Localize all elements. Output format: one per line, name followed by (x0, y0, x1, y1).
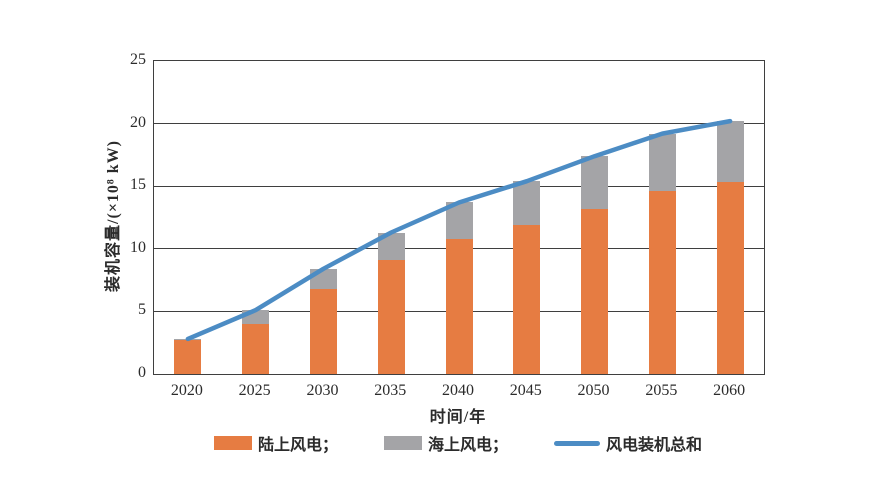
bar-segment-2040-onshore (445, 238, 473, 374)
bar-segment-2030-onshore (309, 288, 337, 374)
bar-segment-2020-onshore (174, 340, 202, 374)
y-tick-label-5: 5 (138, 301, 146, 319)
y-tick-label-20: 20 (130, 113, 146, 131)
y-tick-label-25: 25 (130, 51, 146, 68)
legend-label-onshore: 陆上风电； (257, 437, 338, 454)
x-tick-label-2060: 2060 (713, 382, 746, 399)
y-axis-title: 装机容量/(×10⁸ kW) (105, 140, 122, 292)
total-line (185, 118, 733, 342)
x-tick-label-2050: 2050 (577, 382, 610, 399)
bar-segment-2055-onshore (648, 191, 676, 374)
y-tick-label-15: 15 (130, 176, 146, 194)
bar-segment-2050-offshore (581, 156, 609, 209)
x-tick-label-2040: 2040 (442, 382, 474, 399)
bar-segment-2025-onshore (242, 323, 270, 374)
x-tick-label-2020: 2020 (170, 382, 203, 399)
bar-segment-2045-offshore (513, 181, 541, 225)
offshore-swatch-icon (383, 436, 422, 450)
legend-item-total: 风电装机总和 (554, 431, 702, 455)
y-tick-label-10: 10 (130, 238, 146, 256)
legend-label-offshore: 海上风电； (427, 437, 508, 454)
bar-segment-2060-offshore (716, 121, 744, 183)
x-axis-title: 时间/年 (429, 409, 487, 426)
onshore-swatch-icon (213, 436, 252, 450)
legend-label-total: 风电装机总和 (606, 437, 703, 454)
x-tick-label-2025: 2025 (238, 382, 271, 399)
total-line-series (185, 118, 733, 342)
total-line-swatch-icon (554, 440, 600, 446)
y-tick-label-0: 0 (138, 364, 146, 381)
gridline (154, 185, 764, 187)
bar-segment-2045-onshore (513, 225, 541, 374)
legend: 陆上风电； 海上风电； 风电装机总和 (153, 431, 763, 455)
x-tick-label-2035: 2035 (374, 382, 407, 399)
bar-segment-2050-onshore (581, 208, 609, 374)
plot-area (153, 60, 765, 375)
legend-item-onshore: 陆上风电； (213, 431, 338, 455)
legend-item-offshore: 海上风电； (383, 431, 508, 455)
bar-segment-2035-onshore (377, 260, 405, 374)
bar-segment-2060-onshore (716, 182, 744, 374)
x-tick-label-2030: 2030 (306, 382, 339, 399)
gridline (154, 123, 764, 125)
x-tick-label-2055: 2055 (645, 382, 678, 399)
bar-segment-2055-offshore (648, 133, 676, 192)
x-tick-label-2045: 2045 (509, 382, 542, 399)
